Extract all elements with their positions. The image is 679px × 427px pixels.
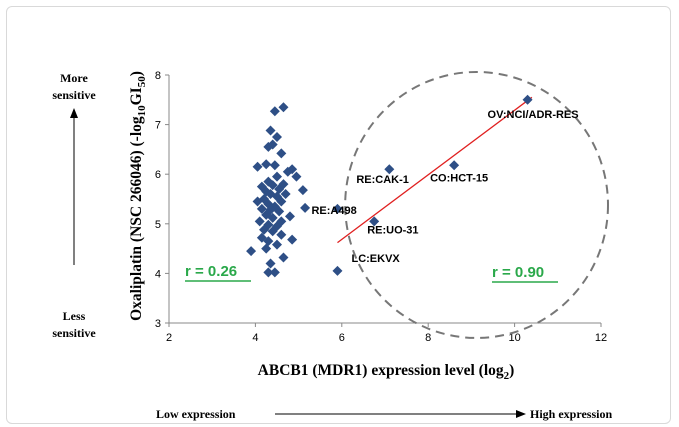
data-point (269, 267, 280, 278)
data-point (261, 243, 272, 254)
data-point (265, 125, 276, 136)
data-point (269, 160, 280, 171)
high-expression-label: High expression (530, 407, 612, 421)
sensitive-label-bottom: sensitive (52, 326, 96, 340)
labeled-data-point (384, 164, 395, 175)
more-label: More (60, 71, 88, 85)
y-axis-title: Oxaliplatin (NSC 266046) (-log10GI50) (128, 71, 148, 321)
data-point (284, 211, 295, 222)
data-point (254, 216, 265, 227)
sensitive-label-top: sensitive (52, 88, 96, 102)
data-point (269, 106, 280, 117)
labeled-data-point (332, 203, 343, 214)
labeled-data-point (449, 160, 460, 171)
x-tick-label: 4 (252, 332, 258, 344)
data-point (297, 185, 308, 196)
data-point (276, 216, 287, 227)
data-point (246, 246, 257, 257)
x-tick-label: 12 (595, 332, 607, 344)
data-point (267, 226, 278, 237)
data-point (263, 267, 274, 278)
labeled-data-point (369, 216, 380, 227)
data-point (278, 252, 289, 263)
data-point (291, 171, 302, 182)
point-label: CO:HCT-15 (430, 172, 488, 184)
data-point (274, 184, 285, 195)
labeled-data-point (332, 265, 343, 276)
data-point (265, 258, 276, 269)
regression-line (337, 96, 533, 244)
data-point (300, 202, 311, 213)
chart-frame (6, 6, 671, 424)
y-tick-label: 8 (155, 70, 161, 82)
point-label: RE:UO-31 (367, 224, 418, 236)
data-point (272, 171, 282, 182)
data-point (274, 206, 285, 217)
data-point (267, 180, 278, 191)
x-axis-title: ABCB1 (MDR1) expression level (log2) (258, 362, 515, 382)
y-tick-label: 5 (155, 219, 161, 231)
data-point (267, 212, 278, 223)
less-label: Less (63, 309, 86, 323)
data-point (259, 224, 270, 235)
data-point (287, 234, 298, 245)
data-point (276, 196, 287, 207)
y-tick-label: 4 (155, 268, 161, 280)
sensitivity-arrow-head-icon (70, 108, 78, 118)
low-expression-label: Low expression (156, 407, 236, 421)
data-point (280, 189, 291, 200)
r-value-right: r = 0.90 (492, 264, 544, 281)
data-point (252, 196, 263, 207)
x-tick-label: 10 (508, 332, 520, 344)
labeled-data-point (522, 94, 533, 105)
expression-arrow-head-icon (516, 410, 526, 418)
data-point (276, 229, 287, 240)
point-label: RE:A498 (311, 205, 356, 217)
r-value-left: r = 0.26 (185, 263, 237, 280)
point-label: OV:NCI/ADR-RES (488, 109, 579, 121)
x-tick-label: 8 (425, 332, 431, 344)
high-expression-cluster-circle (344, 70, 610, 339)
data-point (256, 203, 267, 214)
point-label: RE:CAK-1 (356, 174, 409, 186)
data-point (267, 139, 278, 150)
point-label: LC:EKVX (351, 253, 400, 265)
data-point (252, 161, 263, 172)
data-point (261, 159, 272, 170)
y-tick-label: 7 (155, 120, 161, 132)
y-tick-label: 3 (155, 318, 161, 330)
x-tick-label: 6 (339, 332, 345, 344)
data-point (272, 239, 282, 250)
y-tick-label: 6 (155, 169, 161, 181)
x-tick-label: 2 (166, 332, 172, 344)
data-point (263, 236, 274, 247)
data-point (278, 102, 289, 113)
data-point (272, 132, 282, 142)
data-point (282, 166, 293, 177)
data-point (276, 148, 287, 159)
